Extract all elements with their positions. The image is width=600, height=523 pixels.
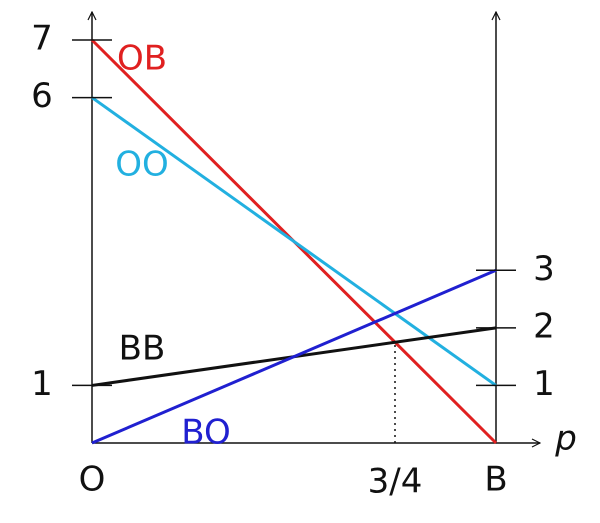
x-tick-label: 3/4	[368, 462, 423, 502]
series-label: OB	[117, 39, 167, 79]
y2-tick-label: 2	[533, 306, 555, 346]
x-tick-label: B	[484, 460, 507, 500]
series-label: BB	[119, 329, 166, 369]
y-tick-label: 6	[31, 76, 53, 116]
series-line	[91, 268, 497, 445]
series-label: BO	[181, 413, 231, 453]
y2-tick-label: 3	[533, 249, 555, 289]
series-label: OO	[115, 145, 169, 185]
y-tick-label: 1	[31, 364, 53, 404]
x-axis-label: p	[554, 419, 577, 459]
y2-tick-label: 1	[533, 364, 555, 404]
x-tick-label: O	[79, 460, 106, 500]
y-tick-label: 7	[31, 19, 53, 59]
